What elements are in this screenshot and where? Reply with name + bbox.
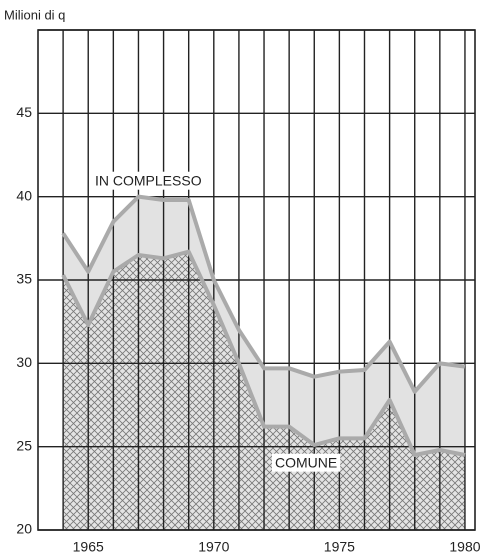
y-tick-label: 40 [16, 187, 32, 203]
series-label: IN COMPLESSO [95, 173, 202, 189]
y-axis-label: Milioni di q [4, 7, 65, 22]
series-label-bg [272, 453, 341, 472]
plot-frame [37, 29, 476, 531]
y-tick-label: 45 [16, 104, 32, 120]
series-label-bg [92, 171, 205, 190]
x-tick-label: 1965 [73, 539, 104, 555]
x-tick-label: 1975 [324, 539, 355, 555]
series-line [61, 249, 466, 457]
x-tick-label: 1980 [449, 539, 480, 555]
y-tick-label: 25 [16, 437, 32, 453]
y-tick-label: 35 [16, 271, 32, 287]
series-line [61, 194, 466, 394]
y-tick-label: 20 [16, 521, 32, 537]
x-tick-label: 1970 [198, 539, 229, 555]
y-tick-label: 30 [16, 354, 32, 370]
series-label: COMUNE [275, 455, 337, 471]
